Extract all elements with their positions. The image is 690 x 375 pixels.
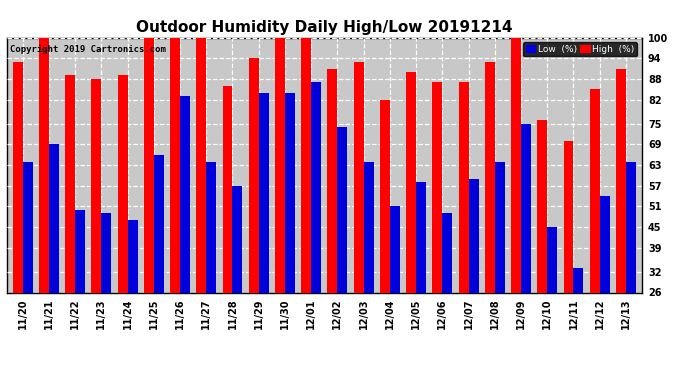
Bar <box>233 186 242 292</box>
Bar <box>91 79 101 292</box>
Bar <box>180 96 190 292</box>
Bar <box>206 162 216 292</box>
Title: Outdoor Humidity Daily High/Low 20191214: Outdoor Humidity Daily High/Low 20191214 <box>136 20 513 35</box>
Bar <box>154 154 164 292</box>
Bar <box>495 162 505 292</box>
Bar <box>23 162 32 292</box>
Bar <box>364 162 373 292</box>
Text: Copyright 2019 Cartronics.com: Copyright 2019 Cartronics.com <box>10 45 166 54</box>
Bar <box>328 69 337 292</box>
Bar <box>406 72 416 292</box>
Bar <box>590 89 600 292</box>
Bar <box>416 182 426 292</box>
Bar <box>485 62 495 292</box>
Bar <box>302 38 311 292</box>
Legend: Low  (%), High  (%): Low (%), High (%) <box>523 42 637 56</box>
Bar <box>65 75 75 292</box>
Bar <box>275 38 285 292</box>
Bar <box>538 120 547 292</box>
Bar <box>469 179 479 292</box>
Bar <box>128 220 137 292</box>
Bar <box>626 162 636 292</box>
Bar <box>380 99 390 292</box>
Bar <box>459 82 469 292</box>
Bar <box>75 210 85 292</box>
Bar <box>49 144 59 292</box>
Bar <box>616 69 626 292</box>
Bar <box>285 93 295 292</box>
Bar <box>337 127 347 292</box>
Bar <box>600 196 610 292</box>
Bar <box>101 213 111 292</box>
Bar <box>511 38 521 292</box>
Bar <box>521 124 531 292</box>
Bar <box>547 227 558 292</box>
Bar <box>573 268 584 292</box>
Bar <box>354 62 364 292</box>
Bar <box>564 141 573 292</box>
Bar <box>442 213 453 292</box>
Bar <box>144 38 154 292</box>
Bar <box>222 86 233 292</box>
Bar <box>12 62 23 292</box>
Bar <box>39 38 49 292</box>
Bar <box>170 38 180 292</box>
Bar <box>311 82 321 292</box>
Bar <box>249 58 259 292</box>
Bar <box>390 206 400 292</box>
Bar <box>433 82 442 292</box>
Bar <box>259 93 268 292</box>
Bar <box>117 75 128 292</box>
Bar <box>196 38 206 292</box>
